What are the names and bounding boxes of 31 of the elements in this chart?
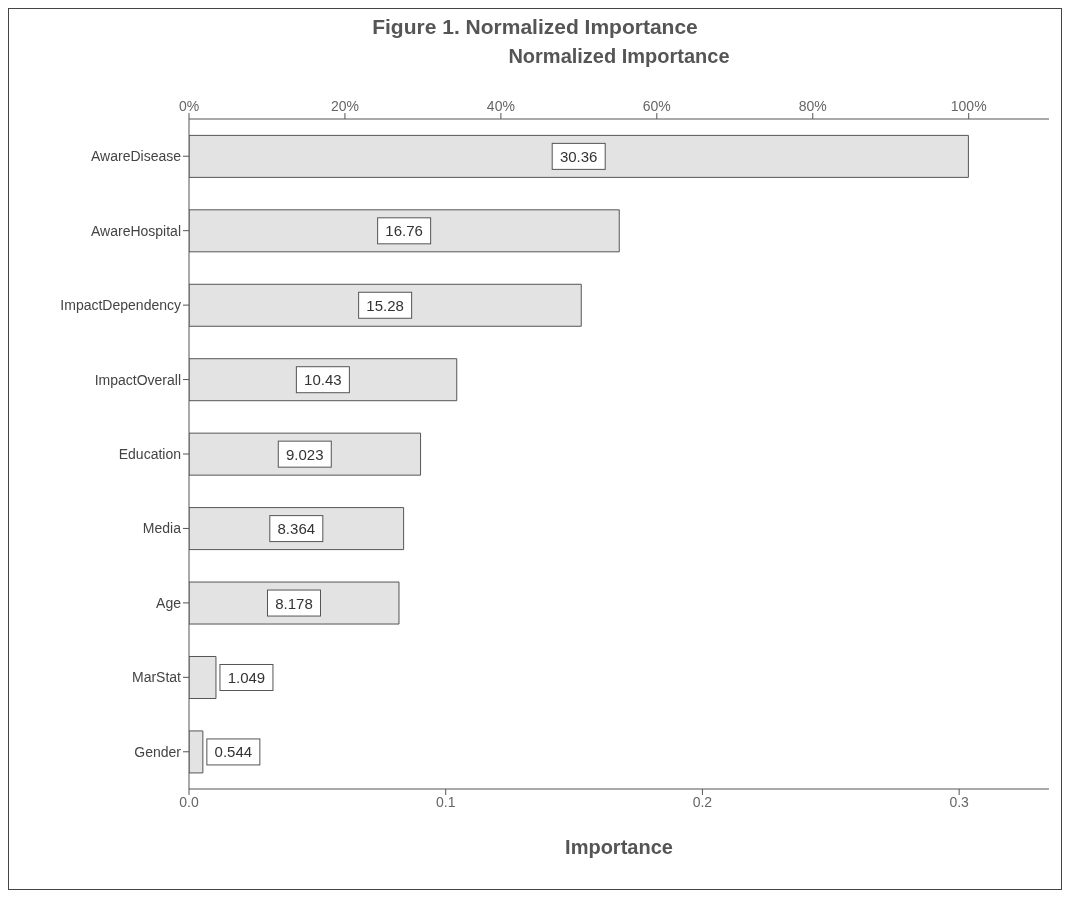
annotation: 16.76	[385, 222, 423, 240]
x2-axis-title: Normalized Importance	[508, 45, 730, 68]
annotation: 0.544	[214, 743, 253, 761]
x-tick-label: 0.1	[435, 793, 456, 810]
y-tick-label: MarStat	[131, 669, 182, 686]
x-tick-label: 0.2	[692, 793, 713, 810]
y-tick-label: ImpactDependency	[60, 297, 181, 314]
y-tick-label: Gender	[134, 743, 182, 760]
y-tick-label: ImpactOverall	[94, 371, 181, 388]
x-tick-label: 0.0	[179, 793, 199, 810]
annotation: 8.178	[275, 594, 313, 612]
x2-tick-label: 40%	[486, 98, 515, 114]
y-tick-label: Age	[156, 594, 182, 611]
y-tick-label: AwareDisease	[90, 148, 182, 165]
x2-tick-label: 0%	[178, 98, 200, 114]
annotation: 8.364	[277, 520, 316, 538]
x2-tick-label: 80%	[798, 98, 827, 114]
x-tick-label: 0.3	[949, 793, 970, 810]
annotation: 1.049	[227, 668, 266, 686]
x2-tick-label: 60%	[642, 98, 671, 114]
annotation: 9.023	[286, 445, 324, 463]
x2-tick-label: 20%	[330, 98, 359, 114]
annotation: 10.43	[304, 371, 342, 389]
x-axis-title: Importance	[565, 836, 673, 858]
annotation: 15.28	[366, 296, 404, 314]
x2-tick-label: 100%	[950, 98, 987, 114]
y-tick-label: AwareHospital	[90, 222, 181, 239]
y-tick-label: Media	[142, 520, 182, 537]
chart-title: Figure 1. Normalized Importance	[371, 15, 699, 39]
y-tick-label: Education	[118, 445, 181, 462]
annotation: 30.36	[559, 147, 598, 165]
